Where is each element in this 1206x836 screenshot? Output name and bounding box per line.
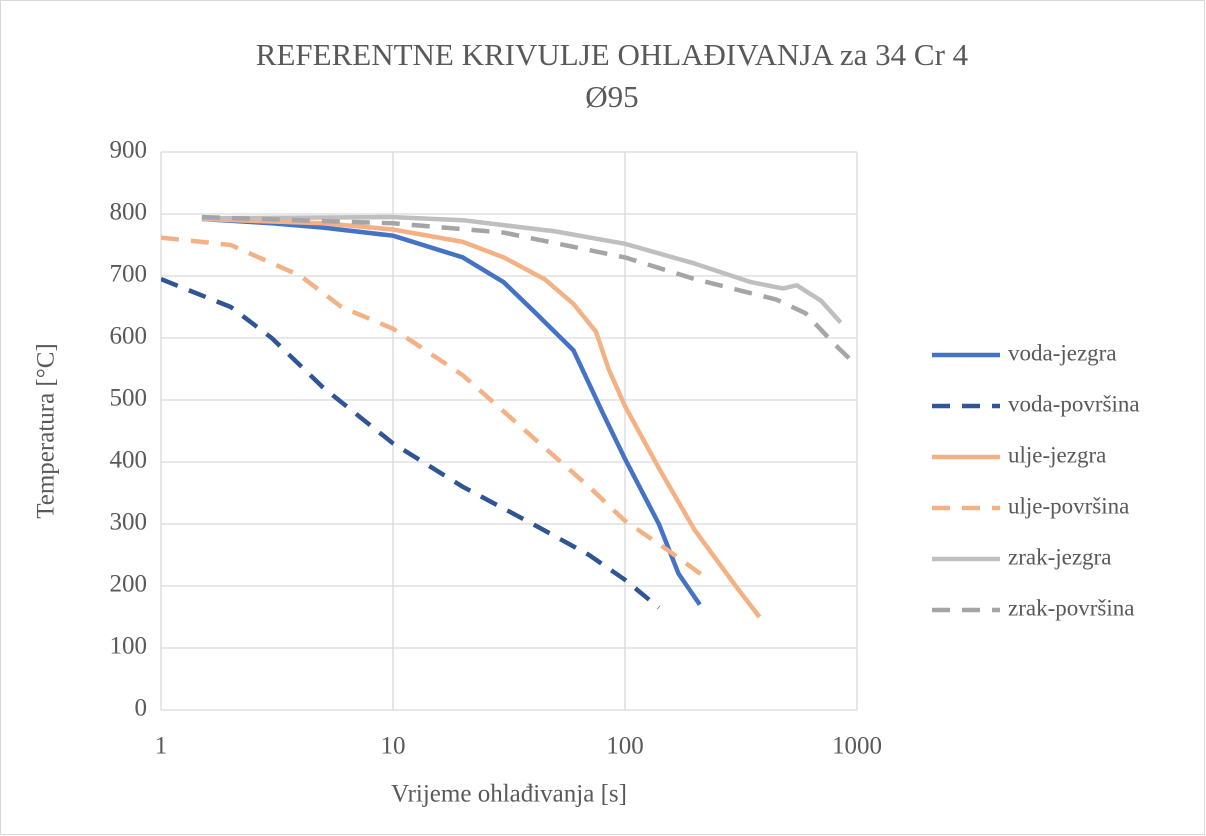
y-axis-label: Temperatura [°C] [33, 343, 60, 519]
series-line [161, 277, 661, 610]
y-tick-label: 900 [110, 137, 148, 164]
x-tick-label: 10 [381, 733, 406, 760]
legend-label: ulje-površina [1008, 493, 1129, 518]
series-line [201, 214, 857, 368]
y-tick-label: 400 [110, 447, 148, 474]
legend-label: zrak-površina [1008, 595, 1134, 620]
y-tick-label: 800 [110, 199, 148, 226]
series-line [161, 235, 706, 579]
x-axis-label: Vrijeme ohlađivanja [s] [391, 781, 627, 808]
legend-label: voda-jezgra [1008, 340, 1117, 365]
series-line [201, 216, 702, 606]
y-tick-label: 0 [135, 695, 148, 722]
y-tick-label: 100 [110, 633, 148, 660]
x-tick-label: 100 [606, 733, 644, 760]
y-tick-label: 500 [110, 385, 148, 412]
series-line [201, 214, 843, 325]
chart-title: Ø95 [585, 79, 638, 114]
y-tick-label: 300 [110, 509, 148, 536]
x-tick-label: 1 [155, 733, 168, 760]
legend-label: zrak-jezgra [1008, 544, 1111, 569]
y-tick-label: 600 [110, 323, 148, 350]
y-tick-label: 200 [110, 571, 148, 598]
y-tick-label: 700 [110, 261, 148, 288]
x-tick-label: 1000 [832, 733, 882, 760]
legend-label: voda-površina [1008, 391, 1140, 416]
chart-title: REFERENTNE KRIVULJE OHLAĐIVANJA za 34 Cr… [256, 37, 969, 72]
legend-label: ulje-jezgra [1008, 442, 1106, 467]
series-line [201, 216, 762, 619]
